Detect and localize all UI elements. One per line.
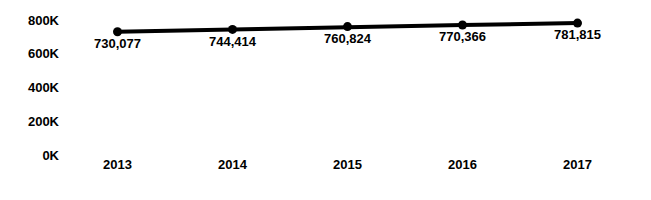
- svg-text:2013: 2013: [103, 157, 132, 172]
- svg-text:781,815: 781,815: [554, 27, 601, 42]
- svg-text:200K: 200K: [28, 114, 60, 129]
- svg-text:2016: 2016: [448, 157, 477, 172]
- svg-text:760,824: 760,824: [324, 31, 372, 46]
- svg-text:2017: 2017: [563, 157, 592, 172]
- svg-text:800K: 800K: [28, 13, 60, 28]
- svg-text:744,414: 744,414: [209, 34, 257, 49]
- svg-text:730,077: 730,077: [94, 36, 141, 51]
- svg-text:600K: 600K: [28, 46, 60, 61]
- svg-text:400K: 400K: [28, 80, 60, 95]
- svg-text:0K: 0K: [42, 148, 59, 163]
- svg-text:2015: 2015: [333, 157, 362, 172]
- svg-text:2014: 2014: [218, 157, 248, 172]
- svg-text:770,366: 770,366: [439, 29, 486, 44]
